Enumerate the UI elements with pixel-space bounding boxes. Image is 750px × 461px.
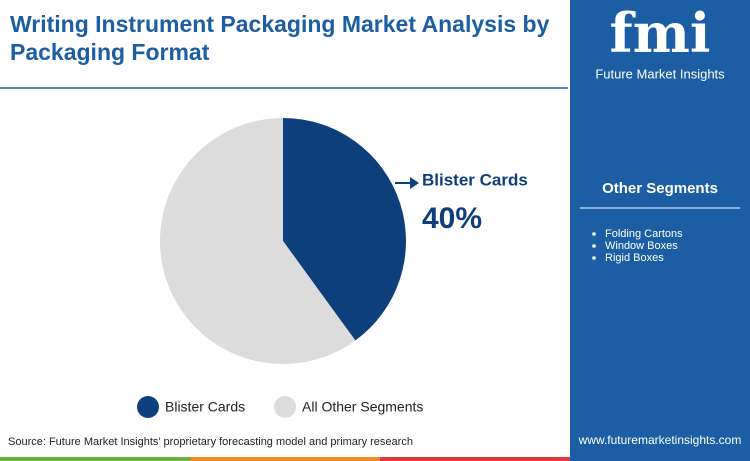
bullet [592,232,596,236]
legend-label: Blister Cards [165,399,245,415]
legend-swatch [137,396,159,418]
sidebar-item: Rigid Boxes [605,252,664,264]
url: www.futuremarketinsights.com [578,433,742,447]
chart-title: Writing Instrument Packaging Market Anal… [10,11,550,65]
sidebar-panel [570,0,750,461]
logo-mark: fmi [610,1,711,65]
legend-label: All Other Segments [302,399,423,415]
callout-arrowhead [410,177,419,189]
bullet [592,256,596,260]
sidebar-item: Window Boxes [605,240,678,252]
callout-value: 40% [422,202,482,235]
strip [190,457,380,461]
pie-slice [159,118,356,364]
source: Source: Future Market Insights’ propriet… [8,436,413,448]
callout-label: Blister Cards [422,170,528,189]
sidebar-title: Other Segments [602,180,718,197]
sidebar-item: Folding Cartons [605,228,683,240]
legend-swatch [274,396,296,418]
strip [570,457,750,461]
bullet [592,244,596,248]
logo-name: Future Market Insights [595,66,725,81]
pie-slice [283,118,406,341]
strip [0,457,190,461]
strip [380,457,570,461]
